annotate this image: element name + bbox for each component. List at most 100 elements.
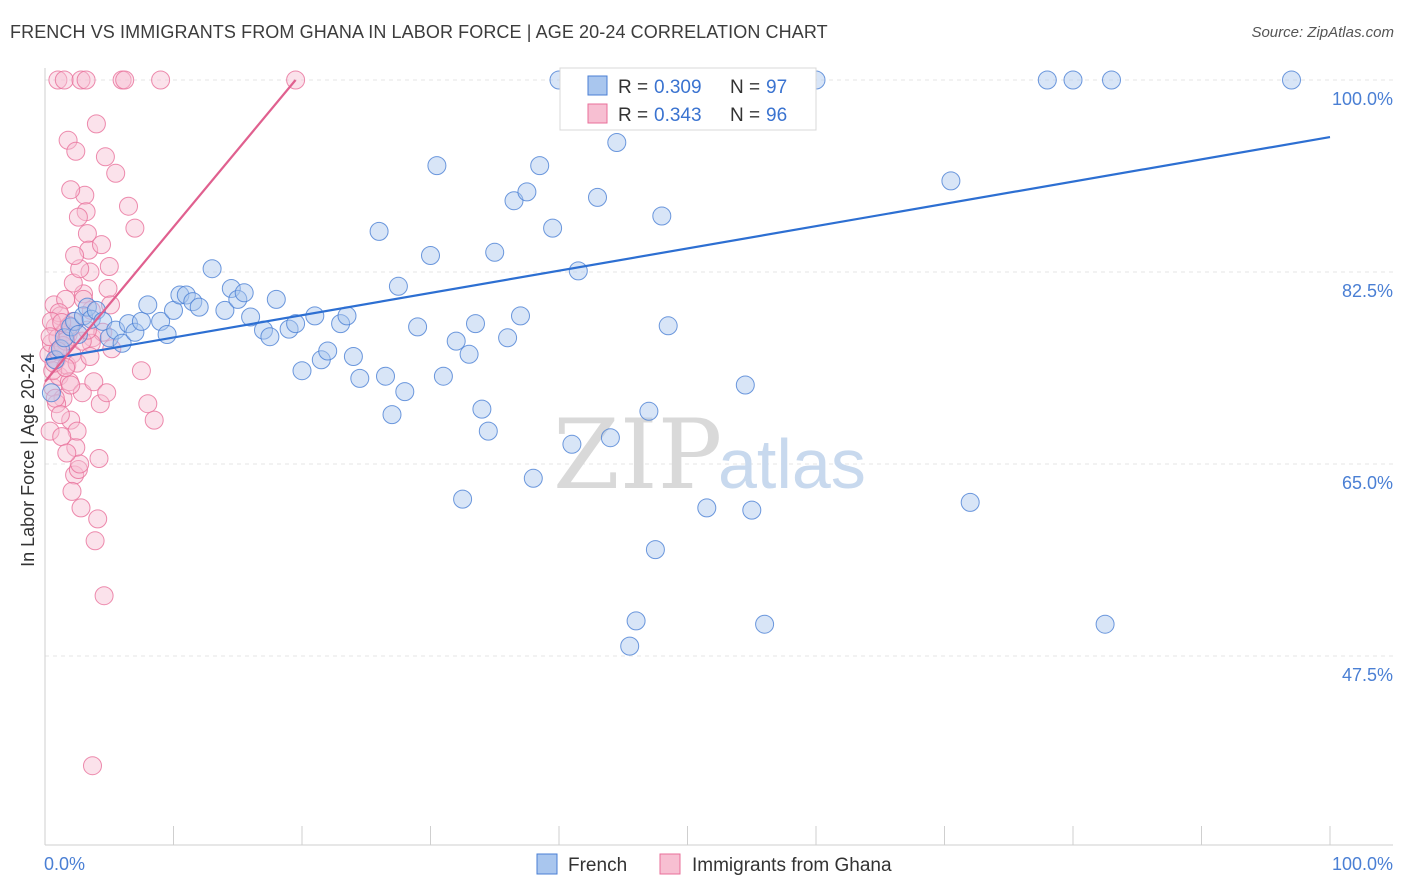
- ghana-data-point: [95, 147, 115, 167]
- ghana-data-point: [70, 454, 90, 474]
- ghana-data-point: [57, 443, 77, 463]
- watermark-atlas: atlas: [718, 425, 866, 503]
- french-data-point: [562, 434, 582, 454]
- ghana-data-point: [97, 383, 117, 403]
- ghana-data-point: [131, 361, 151, 381]
- french-data-point: [511, 306, 530, 326]
- french-data-point: [658, 316, 678, 336]
- ghana-data-point: [77, 224, 97, 244]
- trend-lines: [44, 79, 1331, 383]
- ghana-data-point: [48, 70, 68, 90]
- ghana-data-point: [61, 410, 81, 430]
- ghana-data-point: [86, 114, 106, 134]
- ghana-data-point: [115, 70, 135, 90]
- french-data-point: [607, 133, 627, 152]
- french-data-point: [1102, 70, 1121, 90]
- french-data-point: [588, 187, 607, 207]
- french-data-point: [620, 636, 640, 656]
- french-data-point: [697, 498, 717, 518]
- ghana-data-point: [65, 246, 85, 265]
- french-trend-line: [44, 135, 1331, 361]
- french-data-point: [466, 314, 485, 334]
- series-legend: French Immigrants from Ghana: [536, 853, 892, 876]
- ghana-data-point: [75, 185, 95, 205]
- y-tick-label: 100.0%: [1332, 89, 1393, 109]
- x-tick-label-max: 100.0%: [1332, 854, 1393, 874]
- ghana-data-point: [144, 410, 164, 430]
- french-data-point: [755, 614, 775, 634]
- bottom-legend-swatch-ghana: [659, 853, 681, 875]
- french-data-point: [202, 259, 222, 279]
- ghana-data-point: [79, 240, 99, 260]
- ghana-data-point: [89, 449, 109, 468]
- ghana-data-point: [76, 70, 96, 90]
- french-data-point: [61, 317, 81, 337]
- ghana-data-point: [83, 756, 102, 776]
- french-data-point: [960, 492, 980, 512]
- french-data-point: [472, 399, 492, 419]
- french-data-point: [221, 279, 241, 298]
- ghana-data-point: [84, 372, 104, 392]
- ghana-data-point: [58, 130, 78, 150]
- french-data-point: [234, 283, 254, 303]
- french-data-point: [453, 489, 473, 509]
- legend-r-value-ghana: 0.343: [654, 105, 702, 126]
- french-data-point: [68, 325, 88, 344]
- ghana-data-point: [61, 375, 81, 395]
- french-data-point: [99, 328, 119, 348]
- bottom-legend-swatch-french: [536, 853, 558, 875]
- watermark-zip: ZIP: [553, 399, 722, 511]
- french-data-point: [138, 295, 158, 315]
- french-data-point: [427, 156, 447, 176]
- french-data-point: [1282, 70, 1301, 90]
- french-data-point: [645, 540, 665, 560]
- ghana-data-point: [50, 405, 70, 425]
- french-data-point: [266, 289, 286, 309]
- french-data-point: [543, 218, 563, 238]
- french-data-point: [421, 246, 440, 265]
- legend-r-label-ghana: R =: [618, 105, 648, 126]
- ghana-data-point: [54, 70, 74, 90]
- ghana-data-point: [68, 207, 88, 227]
- french-data-point: [292, 361, 312, 381]
- ghana-data-point: [99, 257, 119, 276]
- chart-source: Source: ZipAtlas.com: [1251, 24, 1394, 41]
- ghana-data-point: [88, 509, 108, 529]
- ghana-data-point: [90, 394, 110, 414]
- ghana-data-point: [66, 141, 86, 161]
- french-data-point: [1095, 614, 1115, 634]
- ghana-data-point: [67, 421, 87, 441]
- french-data-point: [369, 221, 389, 241]
- french-data-point: [382, 405, 402, 425]
- french-data-point: [478, 421, 498, 441]
- ghana-data-point: [98, 279, 118, 298]
- french-data-point: [305, 306, 325, 326]
- french-data-point: [408, 317, 428, 337]
- french-data-point: [530, 156, 550, 176]
- axes: [44, 68, 1393, 846]
- ghana-data-point: [41, 311, 61, 331]
- french-data-point: [433, 366, 453, 386]
- french-data-point: [941, 171, 961, 191]
- legend-n-label-french: N =: [730, 77, 760, 98]
- french-data-point: [652, 206, 672, 226]
- ghana-data-point: [72, 383, 92, 403]
- french-data-point: [81, 309, 101, 329]
- ghana-data-point: [65, 465, 85, 485]
- ghana-data-point: [52, 427, 72, 447]
- french-data-point: [215, 300, 235, 320]
- french-data-point: [742, 500, 762, 520]
- french-data-point: [318, 341, 338, 361]
- french-data-point: [626, 611, 646, 631]
- french-data-point: [286, 314, 306, 334]
- french-data-point: [1037, 70, 1057, 90]
- ghana-trend-line: [44, 79, 297, 383]
- legend-swatch-french: [587, 75, 608, 96]
- ghana-data-point: [80, 262, 100, 282]
- french-data-point: [331, 314, 351, 334]
- french-data-point: [568, 261, 588, 281]
- french-data-point: [523, 468, 543, 488]
- grid-lines: [45, 79, 1393, 657]
- french-data-point: [350, 368, 370, 388]
